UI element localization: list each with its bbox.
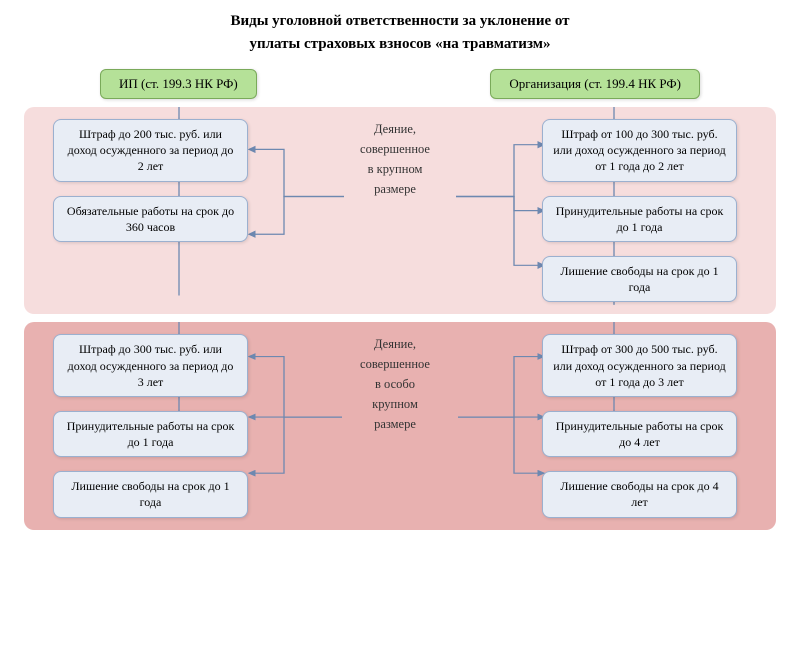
zone-large-scale: Штраф до 200 тыс. руб. или доход осужден… [24, 107, 776, 314]
penalty-box: Штраф до 200 тыс. руб. или доход осужден… [53, 119, 248, 182]
zone2-label: Деяние, совершенное в особо крупном разм… [360, 334, 430, 434]
header-left: ИП (ст. 199.3 НК РФ) [100, 69, 257, 99]
penalty-box: Принудительные работы на срок до 4 лет [542, 411, 737, 457]
penalty-box: Обязательные работы на срок до 360 часов [53, 196, 248, 242]
zone2-mid: Деяние, совершенное в особо крупном разм… [248, 334, 542, 434]
zone-extra-large-scale: Штраф до 300 тыс. руб. или доход осужден… [24, 322, 776, 529]
header-row: ИП (ст. 199.3 НК РФ) Организация (ст. 19… [0, 69, 800, 99]
zone1-right-col: Штраф от 100 до 300 тыс. руб. или доход … [542, 119, 762, 302]
title-line1: Виды уголовной ответственности за уклоне… [230, 13, 569, 29]
penalty-box: Принудительные работы на срок до 1 года [53, 411, 248, 457]
penalty-box: Принудительные работы на срок до 1 года [542, 196, 737, 242]
title-line2: уплаты страховых взносов «на травматизм» [250, 36, 551, 52]
zone1-mid: Деяние, совершенное в крупном размере [248, 119, 542, 199]
zone1-label: Деяние, совершенное в крупном размере [360, 119, 430, 199]
penalty-box: Лишение свободы на срок до 4 лет [542, 471, 737, 517]
header-right: Организация (ст. 199.4 НК РФ) [490, 69, 700, 99]
zone1-left-col: Штраф до 200 тыс. руб. или доход осужден… [38, 119, 248, 242]
zone2-left-col: Штраф до 300 тыс. руб. или доход осужден… [38, 334, 248, 517]
page-title: Виды уголовной ответственности за уклоне… [0, 0, 800, 69]
penalty-box: Лишение свободы на срок до 1 года [542, 256, 737, 302]
penalty-box: Штраф от 300 до 500 тыс. руб. или доход … [542, 334, 737, 397]
penalty-box: Штраф от 100 до 300 тыс. руб. или доход … [542, 119, 737, 182]
zone2-right-col: Штраф от 300 до 500 тыс. руб. или доход … [542, 334, 762, 517]
penalty-box: Штраф до 300 тыс. руб. или доход осужден… [53, 334, 248, 397]
penalty-box: Лишение свободы на срок до 1 года [53, 471, 248, 517]
